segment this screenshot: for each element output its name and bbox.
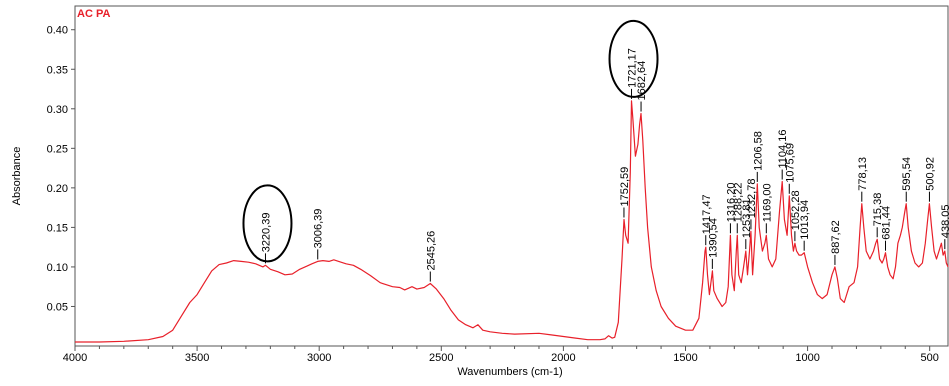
peak-label: 1390,54 [707,218,719,258]
peak-label: 1013,94 [799,200,811,240]
peak-label: 1169,00 [761,183,773,222]
peak-label: 3220,39 [261,213,273,253]
plot-area [74,5,949,347]
peak-label: 3006,39 [313,209,325,249]
y-tick-label: 0.30 [47,104,68,116]
y-tick-label: 0.15 [47,222,68,234]
x-tick-label: 1500 [673,352,697,364]
peak-label: 1682,64 [636,61,648,101]
x-tick-label: 500 [921,352,939,364]
x-tick-label: 4000 [63,352,87,364]
peak-label: 1075,69 [784,143,796,183]
x-tick-label: 3500 [185,352,209,364]
peak-label: 1052,28 [790,190,802,230]
plot-layer [75,100,949,343]
x-tick-label: 2500 [429,352,453,364]
peak-label: 438,05 [940,204,949,238]
peak-label: 1232,78 [746,179,758,219]
peak-label: 1104,16 [777,130,789,169]
peak-label: 778,13 [857,157,869,191]
x-axis: 4000 3500 3000 2500 2000 1500 1000 500 [63,346,939,364]
spectrum-line [75,100,949,343]
peak-label: 887,62 [830,220,842,254]
peak-label: 1253,81 [741,198,753,238]
peak-label: 1721,17 [627,48,639,88]
peak-label: 1316,20 [725,183,737,223]
x-tick-label: 3000 [307,352,331,364]
peak-label: 2545,26 [425,231,437,271]
peak-label: 681,44 [881,206,893,240]
peak-label: 715,38 [872,193,884,227]
y-tick-label: 0.35 [47,64,68,76]
peak-label: 595,54 [901,157,913,191]
peak-labels: 3220,39 3006,39 2545,26 1752,59 1721,171682,… [242,19,949,282]
peak-label: 1417,47 [701,194,713,234]
peak-label: 1752,59 [619,167,631,207]
x-axis-title: Wavenumbers (cm-1) [457,366,562,378]
y-axis: 0.05 0.10 0.15 0.20 0.25 0.30 0.35 0.40 [47,25,75,313]
y-tick-label: 0.05 [47,301,68,313]
peak-label: 1206,58 [752,131,764,171]
y-tick-label: 0.25 [47,143,68,155]
y-axis-title: Absorbance [11,147,23,206]
peak-label: 1288,22 [732,183,744,223]
peak-label: 500,92 [924,157,936,191]
y-tick-label: 0.10 [47,262,68,274]
y-tick-label: 0.40 [47,25,68,37]
peak-highlight-circle [242,184,293,263]
legend-series-label: AC PA [77,8,110,20]
y-tick-label: 0.20 [47,183,68,195]
x-tick-label: 1000 [795,352,819,364]
peak-highlight-circle [608,19,659,98]
x-tick-label: 2000 [551,352,575,364]
